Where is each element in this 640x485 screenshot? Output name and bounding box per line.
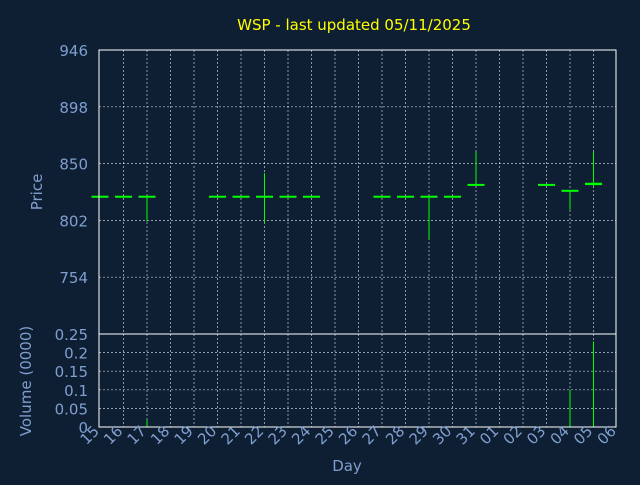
grid-layer (99, 50, 616, 427)
day-tick-label: 01 (476, 422, 502, 448)
price-bar-body (373, 195, 391, 198)
day-tick-label: 04 (547, 422, 573, 448)
price-bar-body (256, 195, 273, 198)
price-tick-label: 754 (59, 269, 88, 287)
day-tick-label: 16 (100, 422, 126, 448)
price-bar (585, 151, 602, 187)
day-tick-label: 02 (500, 422, 526, 448)
price-bar (209, 195, 226, 198)
labels-layer: 9468988508027540.250.20.150.10.050151617… (55, 42, 620, 448)
price-bar (467, 151, 485, 186)
price-bar (138, 195, 156, 222)
price-bar-body (138, 195, 156, 198)
price-bar-body (585, 182, 602, 186)
price-bar-body (303, 195, 320, 198)
price-bar (232, 195, 250, 198)
day-tick-label: 24 (288, 422, 314, 448)
volume-tick-label: 0.25 (55, 326, 88, 344)
day-tick-label: 19 (171, 422, 197, 448)
price-bar (397, 195, 414, 198)
price-bar (444, 195, 461, 198)
day-tick-label: 29 (406, 422, 432, 448)
chart-title: WSP - last updated 05/11/2025 (237, 16, 471, 34)
price-bar (303, 195, 320, 198)
price-bar-body (115, 195, 132, 198)
volume-tick-label: 0.15 (55, 363, 88, 381)
marks-layer (91, 151, 602, 427)
day-tick-label: 26 (335, 422, 361, 448)
price-panel-frame (98, 49, 617, 335)
price-bar (279, 195, 297, 198)
day-tick-label: 31 (453, 422, 479, 448)
price-bar (91, 195, 109, 198)
day-tick-label: 03 (523, 422, 549, 448)
price-bar (256, 173, 273, 223)
price-tick-label: 898 (59, 99, 88, 117)
volume-tick-label: 0.1 (64, 382, 88, 400)
day-tick-label: 22 (241, 422, 267, 448)
volume-tick-label: 0.2 (64, 345, 88, 363)
price-bar-body (561, 189, 579, 192)
volume-panel-frame (98, 333, 617, 428)
price-bar-body (397, 195, 414, 198)
price-bar-body (538, 183, 555, 186)
price-axis-title: Price (28, 174, 46, 211)
frame-layer (98, 49, 617, 428)
price-bar-body (420, 195, 438, 198)
price-bar-body (444, 195, 461, 198)
day-tick-label: 21 (218, 422, 244, 448)
day-tick-label: 20 (194, 422, 220, 448)
price-bar (373, 195, 391, 198)
x-axis-title: Day (332, 457, 362, 475)
day-tick-label: 25 (312, 422, 338, 448)
price-tick-label: 850 (59, 156, 88, 174)
day-tick-label: 18 (147, 422, 173, 448)
price-tick-label: 802 (59, 212, 88, 230)
day-tick-label: 28 (382, 422, 408, 448)
price-bar (561, 189, 579, 210)
price-bar-body (232, 195, 250, 198)
price-bar (538, 183, 555, 186)
day-tick-label: 17 (124, 422, 150, 448)
price-tick-label: 946 (59, 42, 88, 60)
price-bar-body (91, 195, 109, 198)
day-tick-label: 30 (429, 422, 455, 448)
day-tick-label: 23 (265, 422, 291, 448)
volume-tick-label: 0.05 (55, 400, 88, 418)
day-tick-label: 27 (359, 422, 385, 448)
volume-axis-title: Volume (0000) (17, 326, 35, 436)
price-bar-body (467, 183, 485, 186)
day-tick-label: 05 (570, 422, 596, 448)
price-bar (115, 195, 132, 198)
price-bar-body (209, 195, 226, 198)
price-bar-body (279, 195, 297, 198)
volume-tick-label: 0 (78, 419, 88, 437)
price-bar (420, 195, 438, 240)
